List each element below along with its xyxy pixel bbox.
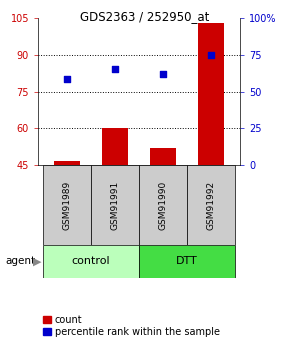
Text: GSM91989: GSM91989 [62, 180, 71, 230]
Point [113, 67, 117, 72]
Bar [187, 165, 235, 245]
Bar [139, 245, 235, 278]
Text: GSM91991: GSM91991 [110, 180, 119, 230]
Text: DTT: DTT [176, 256, 198, 266]
Bar [43, 165, 91, 245]
Text: GDS2363 / 252950_at: GDS2363 / 252950_at [80, 10, 210, 23]
Text: GSM91990: GSM91990 [159, 180, 168, 230]
Point [65, 77, 69, 82]
Point [161, 72, 165, 77]
Bar [198, 23, 224, 165]
Bar [150, 148, 176, 165]
Text: control: control [72, 256, 110, 266]
Bar [139, 165, 187, 245]
Bar [102, 128, 128, 165]
Bar [91, 165, 139, 245]
Bar [54, 161, 80, 165]
Text: ▶: ▶ [33, 256, 42, 266]
Point [209, 52, 213, 58]
Text: GSM91992: GSM91992 [207, 180, 216, 229]
Text: agent: agent [6, 256, 36, 266]
Legend: count, percentile rank within the sample: count, percentile rank within the sample [43, 315, 220, 337]
Bar [43, 245, 139, 278]
